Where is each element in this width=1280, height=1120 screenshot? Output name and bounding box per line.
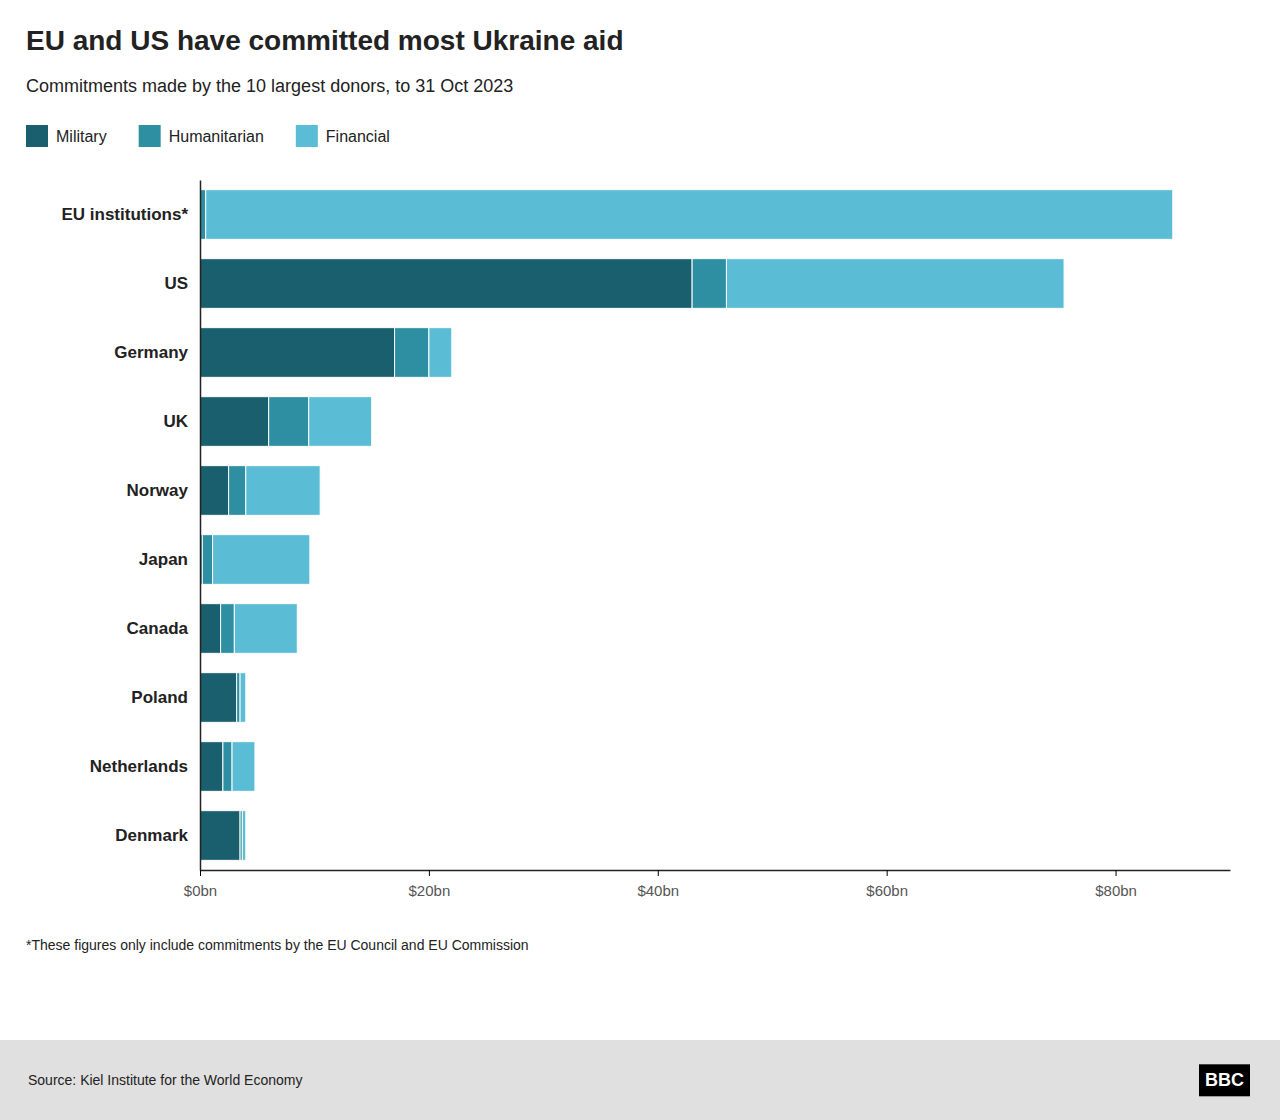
bar (200, 811, 240, 861)
y-tick-label: Netherlands (90, 757, 188, 776)
x-axis-line (201, 870, 1231, 872)
bar (221, 604, 235, 654)
y-tick-label: US (164, 274, 188, 293)
y-axis: EU institutions* US Germany UK Norway Japan Ca… (61, 181, 200, 871)
title: EU and US have committed most Ukraine ai… (26, 25, 624, 56)
y-tick-label: Denmark (115, 826, 188, 845)
bar (429, 328, 452, 378)
y-tick-label: Germany (114, 343, 188, 362)
y-tick: Norway (127, 481, 200, 500)
bar (395, 328, 429, 378)
bar (246, 466, 320, 516)
bar (692, 259, 726, 309)
x-tick-label: $0bn (184, 882, 217, 899)
logo-box (1199, 1064, 1250, 1096)
y-tick: Denmark (115, 826, 200, 845)
bar (200, 466, 229, 516)
bar (237, 673, 240, 723)
bar (223, 742, 232, 792)
x-tick-mark (1116, 870, 1117, 876)
series (200, 259, 692, 861)
y-tick: Japan (139, 550, 200, 569)
x-tick: $40bn (637, 870, 679, 899)
bar (200, 673, 237, 723)
series (206, 190, 1173, 861)
y-tick-label: Canada (127, 619, 189, 638)
x-tick-mark (200, 870, 201, 876)
y-tick: Netherlands (90, 757, 200, 776)
logo: BBC (1199, 1064, 1250, 1096)
series (200, 190, 726, 861)
x-tick: $60bn (866, 870, 908, 899)
bar (200, 397, 269, 447)
bar (206, 190, 1173, 240)
bar (269, 397, 309, 447)
bar (202, 535, 212, 585)
x-tick-mark (887, 870, 888, 876)
bar (200, 604, 221, 654)
chart: EU and US have committed most Ukraine ai… (0, 0, 1280, 1120)
bar (309, 397, 372, 447)
legend-item: Financial (296, 125, 390, 147)
y-tick: EU institutions* (61, 205, 200, 224)
legend-item: Humanitarian (139, 125, 264, 147)
y-tick-label: Poland (131, 688, 188, 707)
y-axis-line (200, 181, 202, 871)
y-tick-label: UK (163, 412, 188, 431)
y-tick: US (164, 274, 200, 293)
bar (229, 466, 246, 516)
legend-swatch (26, 125, 48, 147)
y-tick: Germany (114, 343, 200, 362)
y-tick: UK (163, 412, 200, 431)
source-bar (0, 1040, 1280, 1120)
bar (200, 259, 692, 309)
legend-label: Financial (326, 128, 390, 145)
x-tick-label: $80bn (1095, 882, 1137, 899)
legend-swatch (296, 125, 318, 147)
y-tick: Poland (131, 688, 200, 707)
legend-swatch (139, 125, 161, 147)
y-tick-label: EU institutions* (61, 205, 188, 224)
bar (232, 742, 255, 792)
legend-label: Humanitarian (169, 128, 264, 145)
logo-text: BBC (1205, 1070, 1244, 1090)
y-tick: Canada (127, 619, 200, 638)
x-tick-label: $60bn (866, 882, 908, 899)
bar (213, 535, 310, 585)
source: Source: Kiel Institute for the World Eco… (28, 1072, 302, 1088)
legend-label: Military (56, 128, 107, 145)
legend: Military Humanitarian Financial (26, 125, 390, 147)
y-tick-label: Norway (127, 481, 189, 500)
x-tick: $20bn (409, 870, 451, 899)
bar (726, 259, 1064, 309)
x-tick-label: $40bn (637, 882, 679, 899)
bars (200, 190, 1173, 861)
x-tick: $80bn (1095, 870, 1137, 899)
legend-item: Military (26, 125, 107, 147)
x-tick-label: $20bn (409, 882, 451, 899)
footnote: *These figures only include commitments … (26, 937, 529, 953)
bar (242, 811, 245, 861)
bar (200, 742, 223, 792)
bar (240, 673, 246, 723)
subtitle: Commitments made by the 10 largest donor… (26, 76, 513, 96)
y-tick-label: Japan (139, 550, 188, 569)
x-tick-mark (429, 870, 430, 876)
x-tick: $0bn (184, 870, 217, 899)
bar (234, 604, 297, 654)
bar (200, 328, 395, 378)
x-axis: $0bn $20bn $40bn $60bn $80bn (184, 870, 1231, 899)
x-tick-mark (658, 870, 659, 876)
